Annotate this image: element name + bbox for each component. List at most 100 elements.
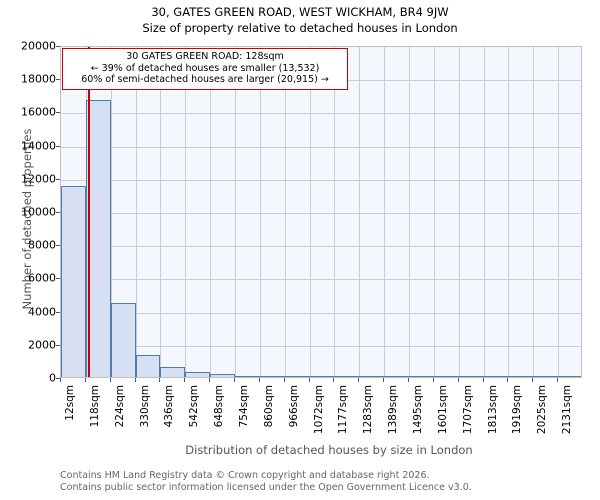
y-tick-mark xyxy=(56,212,60,213)
x-tick-mark xyxy=(557,378,559,382)
gridline-horizontal xyxy=(61,146,581,148)
gridline-vertical xyxy=(285,47,286,377)
histogram-bar xyxy=(558,376,581,377)
y-tick-label: 2000 xyxy=(28,338,56,352)
x-tick-label: 118sqm xyxy=(88,385,101,428)
gridline-vertical xyxy=(384,47,385,377)
x-tick-mark xyxy=(507,378,509,382)
x-tick-mark xyxy=(333,378,335,382)
x-tick-mark xyxy=(184,378,186,382)
gridline-vertical xyxy=(508,47,509,377)
x-tick-mark xyxy=(209,378,211,382)
y-axis: Number of detached properties 0 2000 4000 6… xyxy=(0,0,60,500)
gridline-vertical xyxy=(434,47,435,377)
y-tick-label: 16000 xyxy=(21,105,56,119)
y-tick-label: 4000 xyxy=(28,305,56,319)
x-tick-label: 542sqm xyxy=(188,385,201,428)
annotation-line-2: ← 39% of detached houses are smaller (13… xyxy=(90,62,320,74)
x-tick-mark xyxy=(134,378,136,382)
gridline-horizontal xyxy=(61,113,581,115)
gridline-vertical xyxy=(533,47,534,377)
y-tick-label: 0 xyxy=(49,371,56,385)
x-tick-mark xyxy=(159,378,161,382)
footer-attribution: Contains HM Land Registry data © Crown c… xyxy=(60,470,600,493)
x-tick-label: 1072sqm xyxy=(312,385,325,435)
x-tick-mark xyxy=(60,378,61,382)
gridline-vertical xyxy=(136,47,137,377)
annotation-line-1: 30 GATES GREEN ROAD: 128sqm xyxy=(126,51,284,62)
y-tick-label: 8000 xyxy=(28,238,56,252)
gridline-vertical xyxy=(235,47,236,377)
gridline-vertical xyxy=(111,47,112,377)
y-tick-label: 18000 xyxy=(21,72,56,86)
x-tick-mark xyxy=(457,378,459,382)
x-tick-mark xyxy=(383,378,385,382)
x-tick-label: 1919sqm xyxy=(511,385,524,435)
y-tick-mark xyxy=(56,245,60,247)
x-tick-mark xyxy=(308,378,310,382)
x-tick-mark xyxy=(532,378,534,382)
gridline-horizontal xyxy=(61,279,581,281)
x-tick-label: 754sqm xyxy=(238,385,250,428)
y-tick-mark xyxy=(56,278,60,280)
annotation-line-3: 60% of semi-detached houses are larger (… xyxy=(81,74,329,85)
x-tick-mark xyxy=(482,378,484,382)
gridline-vertical xyxy=(459,47,460,377)
x-tick-label: 860sqm xyxy=(262,385,275,428)
gridline-horizontal xyxy=(61,213,581,214)
y-tick-label: 10000 xyxy=(21,205,56,219)
histogram-bar xyxy=(359,376,385,377)
histogram-bar xyxy=(334,376,360,377)
x-tick-label: 1601sqm xyxy=(436,385,449,435)
histogram-bar xyxy=(259,375,285,377)
chart-title-block: 30, GATES GREEN ROAD, WEST WICKHAM, BR4 … xyxy=(0,4,600,37)
gridline-vertical xyxy=(558,47,559,377)
gridline-horizontal xyxy=(61,246,581,248)
x-tick-label: 2131sqm xyxy=(561,385,574,435)
x-tick-mark xyxy=(408,378,409,382)
gridline-vertical xyxy=(359,47,360,377)
histogram-bar xyxy=(309,376,335,377)
histogram-bar xyxy=(433,376,459,377)
gridline-horizontal xyxy=(61,312,581,314)
x-tick-label: 1177sqm xyxy=(337,385,350,435)
histogram-bar xyxy=(235,375,260,377)
x-tick-mark xyxy=(109,378,111,382)
x-tick-mark xyxy=(84,378,86,382)
y-tick-mark xyxy=(56,112,60,114)
histogram-bar xyxy=(409,376,434,377)
x-tick-mark xyxy=(432,378,434,382)
y-tick-mark xyxy=(56,311,60,313)
gridline-vertical xyxy=(484,47,485,377)
histogram-bar xyxy=(61,186,86,377)
gridline-vertical xyxy=(210,47,211,377)
x-tick-label: 436sqm xyxy=(163,385,176,428)
x-tick-label: 1283sqm xyxy=(362,385,375,435)
x-axis-title: Distribution of detached houses by size … xyxy=(185,443,473,457)
x-tick-label: 648sqm xyxy=(213,385,226,428)
x-tick-label: 12sqm xyxy=(64,385,76,421)
y-tick-label: 20000 xyxy=(21,39,56,53)
property-marker-line xyxy=(88,47,91,377)
x-tick-label: 330sqm xyxy=(138,385,151,428)
chart-title: 30, GATES GREEN ROAD, WEST WICKHAM, BR4 … xyxy=(151,5,449,19)
x-tick-label: 966sqm xyxy=(287,385,300,428)
y-tick-mark xyxy=(56,178,60,180)
gridline-vertical xyxy=(260,47,261,377)
histogram-bar xyxy=(508,376,534,377)
x-tick-mark xyxy=(358,378,360,382)
footer-line-1: Contains HM Land Registry data © Crown c… xyxy=(60,470,430,481)
gridline-horizontal xyxy=(61,345,581,347)
x-tick-mark xyxy=(258,378,260,382)
plot-area xyxy=(60,46,582,378)
y-tick-label: 14000 xyxy=(21,139,56,153)
x-tick-label: 1813sqm xyxy=(486,385,499,435)
x-tick-mark xyxy=(283,378,285,382)
histogram-bar xyxy=(458,376,484,377)
x-tick-label: 1389sqm xyxy=(387,385,400,435)
gridline-vertical xyxy=(334,47,335,377)
x-tick-label: 1495sqm xyxy=(412,385,424,435)
histogram-bar xyxy=(110,303,136,377)
y-tick-mark xyxy=(56,344,60,346)
